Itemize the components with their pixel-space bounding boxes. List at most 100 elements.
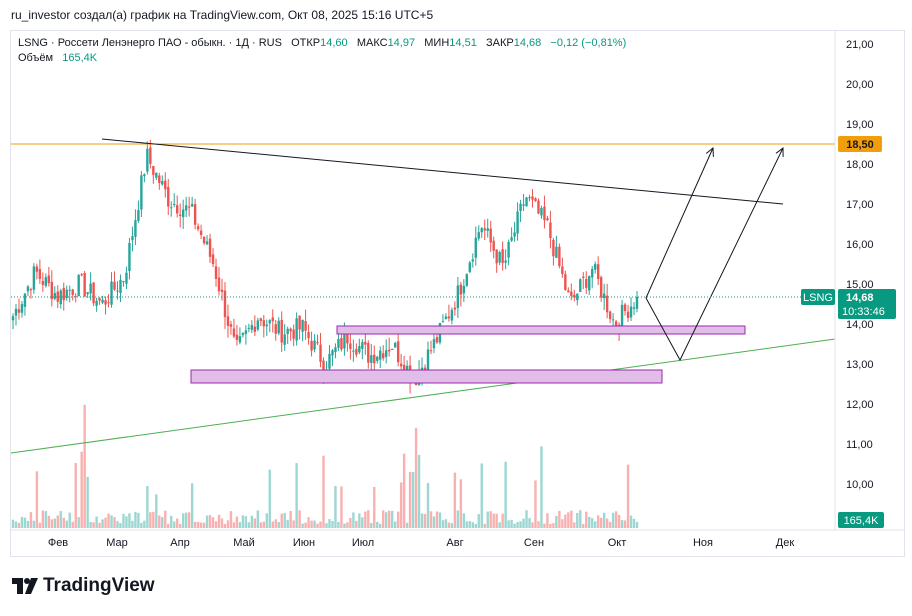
candle-body bbox=[459, 284, 463, 295]
candle-body bbox=[268, 320, 271, 324]
candle-body bbox=[23, 293, 27, 307]
volume-bar bbox=[474, 523, 477, 528]
candle-body bbox=[226, 316, 230, 326]
volume-bar bbox=[337, 521, 340, 528]
candle-body bbox=[635, 296, 639, 309]
candle-body bbox=[80, 274, 83, 276]
volume-bar bbox=[546, 513, 549, 528]
candle-body bbox=[205, 241, 209, 245]
projection-arrow-b[interactable] bbox=[645, 148, 783, 362]
volume-bar bbox=[164, 510, 167, 528]
candle-body bbox=[522, 204, 525, 206]
volume-bar bbox=[98, 522, 101, 528]
volume-bar bbox=[417, 454, 421, 528]
candle-body bbox=[337, 338, 340, 348]
candle-body bbox=[32, 266, 36, 290]
volume-bar bbox=[211, 517, 215, 528]
candle-body bbox=[184, 205, 188, 211]
time-scale[interactable]: Фев Мар Апр Май Июн Июл Авг Сен Окт Ноя Дек bbox=[48, 537, 795, 549]
candle-body bbox=[208, 238, 212, 257]
candle-body bbox=[626, 311, 630, 318]
volume-bar bbox=[352, 512, 355, 528]
demand-zone-lower[interactable] bbox=[190, 369, 663, 384]
candle-body bbox=[11, 316, 15, 321]
volume-bar bbox=[310, 520, 313, 528]
volume-bar bbox=[358, 513, 361, 528]
candle-body bbox=[53, 293, 56, 299]
volume-bar bbox=[170, 515, 173, 528]
candle-body bbox=[223, 290, 227, 318]
candle-body bbox=[301, 319, 304, 332]
change-value: −0,12 (−0,81%) bbox=[550, 37, 627, 49]
candle-body bbox=[29, 289, 33, 291]
volume-bar bbox=[570, 510, 573, 528]
volume-bar bbox=[334, 486, 337, 528]
candle-body bbox=[611, 319, 615, 321]
candle-body bbox=[471, 259, 474, 262]
candle-body bbox=[352, 350, 355, 352]
ticker-label: LSNG bbox=[803, 292, 833, 304]
tradingview-logo-icon bbox=[12, 578, 38, 594]
candle-body bbox=[331, 350, 334, 356]
price-tick-label: 11,00 bbox=[846, 439, 873, 451]
resistance-trendline[interactable] bbox=[101, 138, 784, 205]
volume-bar bbox=[399, 482, 403, 528]
projection-arrow-a[interactable] bbox=[645, 148, 713, 299]
volume-bar bbox=[283, 512, 286, 528]
tradingview-logo[interactable]: TradingView bbox=[12, 575, 155, 597]
candle-body bbox=[480, 228, 483, 233]
volume-bar bbox=[355, 520, 358, 528]
volume-bar bbox=[262, 521, 265, 528]
candle-body bbox=[555, 246, 558, 258]
volume-bar bbox=[411, 471, 415, 528]
symbol-description[interactable]: LSNG · Россети Ленэнерго ПАО - обыкн. · … bbox=[18, 37, 282, 49]
candle-body bbox=[605, 295, 609, 313]
candle-body bbox=[519, 203, 522, 212]
volume-bar bbox=[125, 516, 128, 528]
candle-body bbox=[441, 321, 445, 323]
last-price-label: 14,68 bbox=[846, 292, 874, 304]
volume-bar bbox=[244, 516, 248, 528]
candle-body bbox=[435, 337, 439, 343]
volume-bar bbox=[605, 518, 609, 528]
volume-bar bbox=[229, 511, 233, 528]
volume-bar bbox=[161, 517, 164, 528]
volume-bar bbox=[238, 522, 242, 528]
volume-bar bbox=[11, 519, 15, 528]
volume-bar bbox=[143, 520, 146, 528]
candle-body bbox=[579, 279, 582, 292]
volume-bar bbox=[480, 463, 483, 528]
candle-body bbox=[495, 249, 498, 264]
volume-bar bbox=[561, 519, 564, 528]
candle-body bbox=[614, 321, 618, 327]
candle-body bbox=[262, 320, 265, 327]
candle-body bbox=[507, 241, 510, 258]
price-scale[interactable]: 21,00 20,00 19,00 18,00 17,00 16,00 15,00 14,00… bbox=[846, 39, 874, 491]
candle-body bbox=[552, 239, 555, 257]
volume-label[interactable]: Объём bbox=[18, 52, 54, 64]
candle-body bbox=[187, 206, 191, 208]
candle-body bbox=[573, 294, 576, 298]
support-trendline[interactable] bbox=[10, 338, 836, 454]
candle-body bbox=[65, 289, 68, 298]
volume-bar bbox=[71, 521, 74, 528]
chart-frame[interactable] bbox=[10, 30, 905, 557]
candle-body bbox=[387, 349, 391, 352]
candle-body bbox=[340, 338, 343, 350]
candle-body bbox=[328, 353, 331, 369]
volume-bar bbox=[187, 512, 191, 528]
volume-bar bbox=[101, 519, 104, 528]
candle-body bbox=[217, 277, 221, 292]
demand-zone-upper[interactable] bbox=[336, 325, 746, 335]
candle-body bbox=[576, 293, 579, 301]
volume-bar bbox=[387, 510, 391, 528]
volume-bar bbox=[635, 521, 639, 528]
volume-bar bbox=[552, 523, 555, 528]
candle-body bbox=[295, 318, 298, 341]
candle-body bbox=[89, 283, 92, 294]
candle-body bbox=[546, 218, 549, 221]
volume-bar bbox=[558, 510, 561, 528]
volume-bar bbox=[477, 514, 480, 528]
volume-bar bbox=[226, 520, 230, 528]
